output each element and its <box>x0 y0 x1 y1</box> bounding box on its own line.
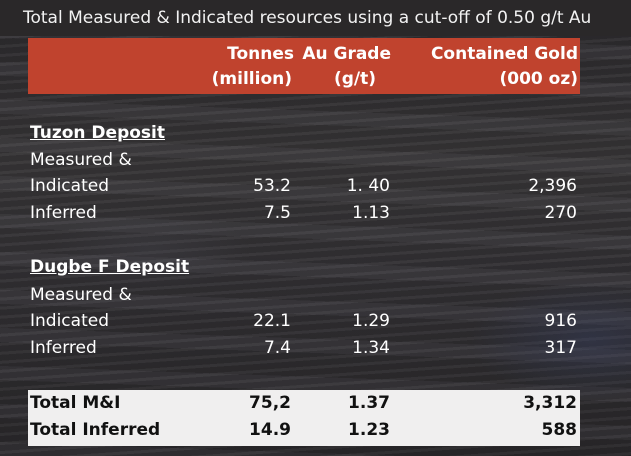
table-header-band <box>28 38 580 94</box>
header-tonnes-unit: (million) <box>211 69 292 89</box>
header-tonnes: Tonnes <box>227 44 294 64</box>
header-grade-unit: (g/t) <box>333 69 376 89</box>
dugbe-mi-tonnes: 22.1 <box>253 311 291 331</box>
total-mi-tonnes: 75,2 <box>249 393 291 413</box>
tuzon-inferred-gold: 270 <box>544 203 577 223</box>
dugbe-inferred-grade: 1.34 <box>352 338 390 358</box>
total-mi-gold: 3,312 <box>523 393 577 413</box>
total-mi-label: Total M&I <box>30 393 121 413</box>
header-gold-unit: (000 oz) <box>499 69 578 89</box>
dugbe-mi-label-line2: Indicated <box>30 311 109 331</box>
header-gold: Contained Gold <box>430 44 578 64</box>
total-mi-grade: 1.37 <box>348 393 390 413</box>
dugbe-deposit-title: Dugbe F Deposit <box>30 257 190 277</box>
dugbe-mi-gold: 916 <box>544 311 577 331</box>
tuzon-deposit-title: Tuzon Deposit <box>30 123 165 143</box>
total-inferred-gold: 588 <box>541 420 578 440</box>
tuzon-inferred-tonnes: 7.5 <box>263 203 291 223</box>
slide-title: Total Measured & Indicated resources usi… <box>0 0 631 36</box>
total-inferred-grade: 1.23 <box>348 420 390 440</box>
tuzon-mi-grade: 1. 40 <box>346 176 390 196</box>
tuzon-mi-label-line1: Measured & <box>30 150 132 170</box>
header-grade: Au Grade <box>302 44 391 64</box>
total-inferred-label: Total Inferred <box>30 420 161 440</box>
tuzon-inferred-label: Inferred <box>30 203 97 223</box>
dugbe-inferred-gold: 317 <box>544 338 577 358</box>
tuzon-inferred-grade: 1.13 <box>352 203 390 223</box>
total-inferred-tonnes: 14.9 <box>249 420 291 440</box>
dugbe-mi-label-line1: Measured & <box>30 285 132 305</box>
tuzon-mi-tonnes: 53.2 <box>253 176 291 196</box>
dugbe-inferred-tonnes: 7.4 <box>263 338 291 358</box>
dugbe-inferred-label: Inferred <box>30 338 97 358</box>
dugbe-mi-grade: 1.29 <box>352 311 390 331</box>
tuzon-mi-gold: 2,396 <box>528 176 577 196</box>
tuzon-mi-label-line2: Indicated <box>30 176 109 196</box>
totals-band <box>28 390 580 446</box>
